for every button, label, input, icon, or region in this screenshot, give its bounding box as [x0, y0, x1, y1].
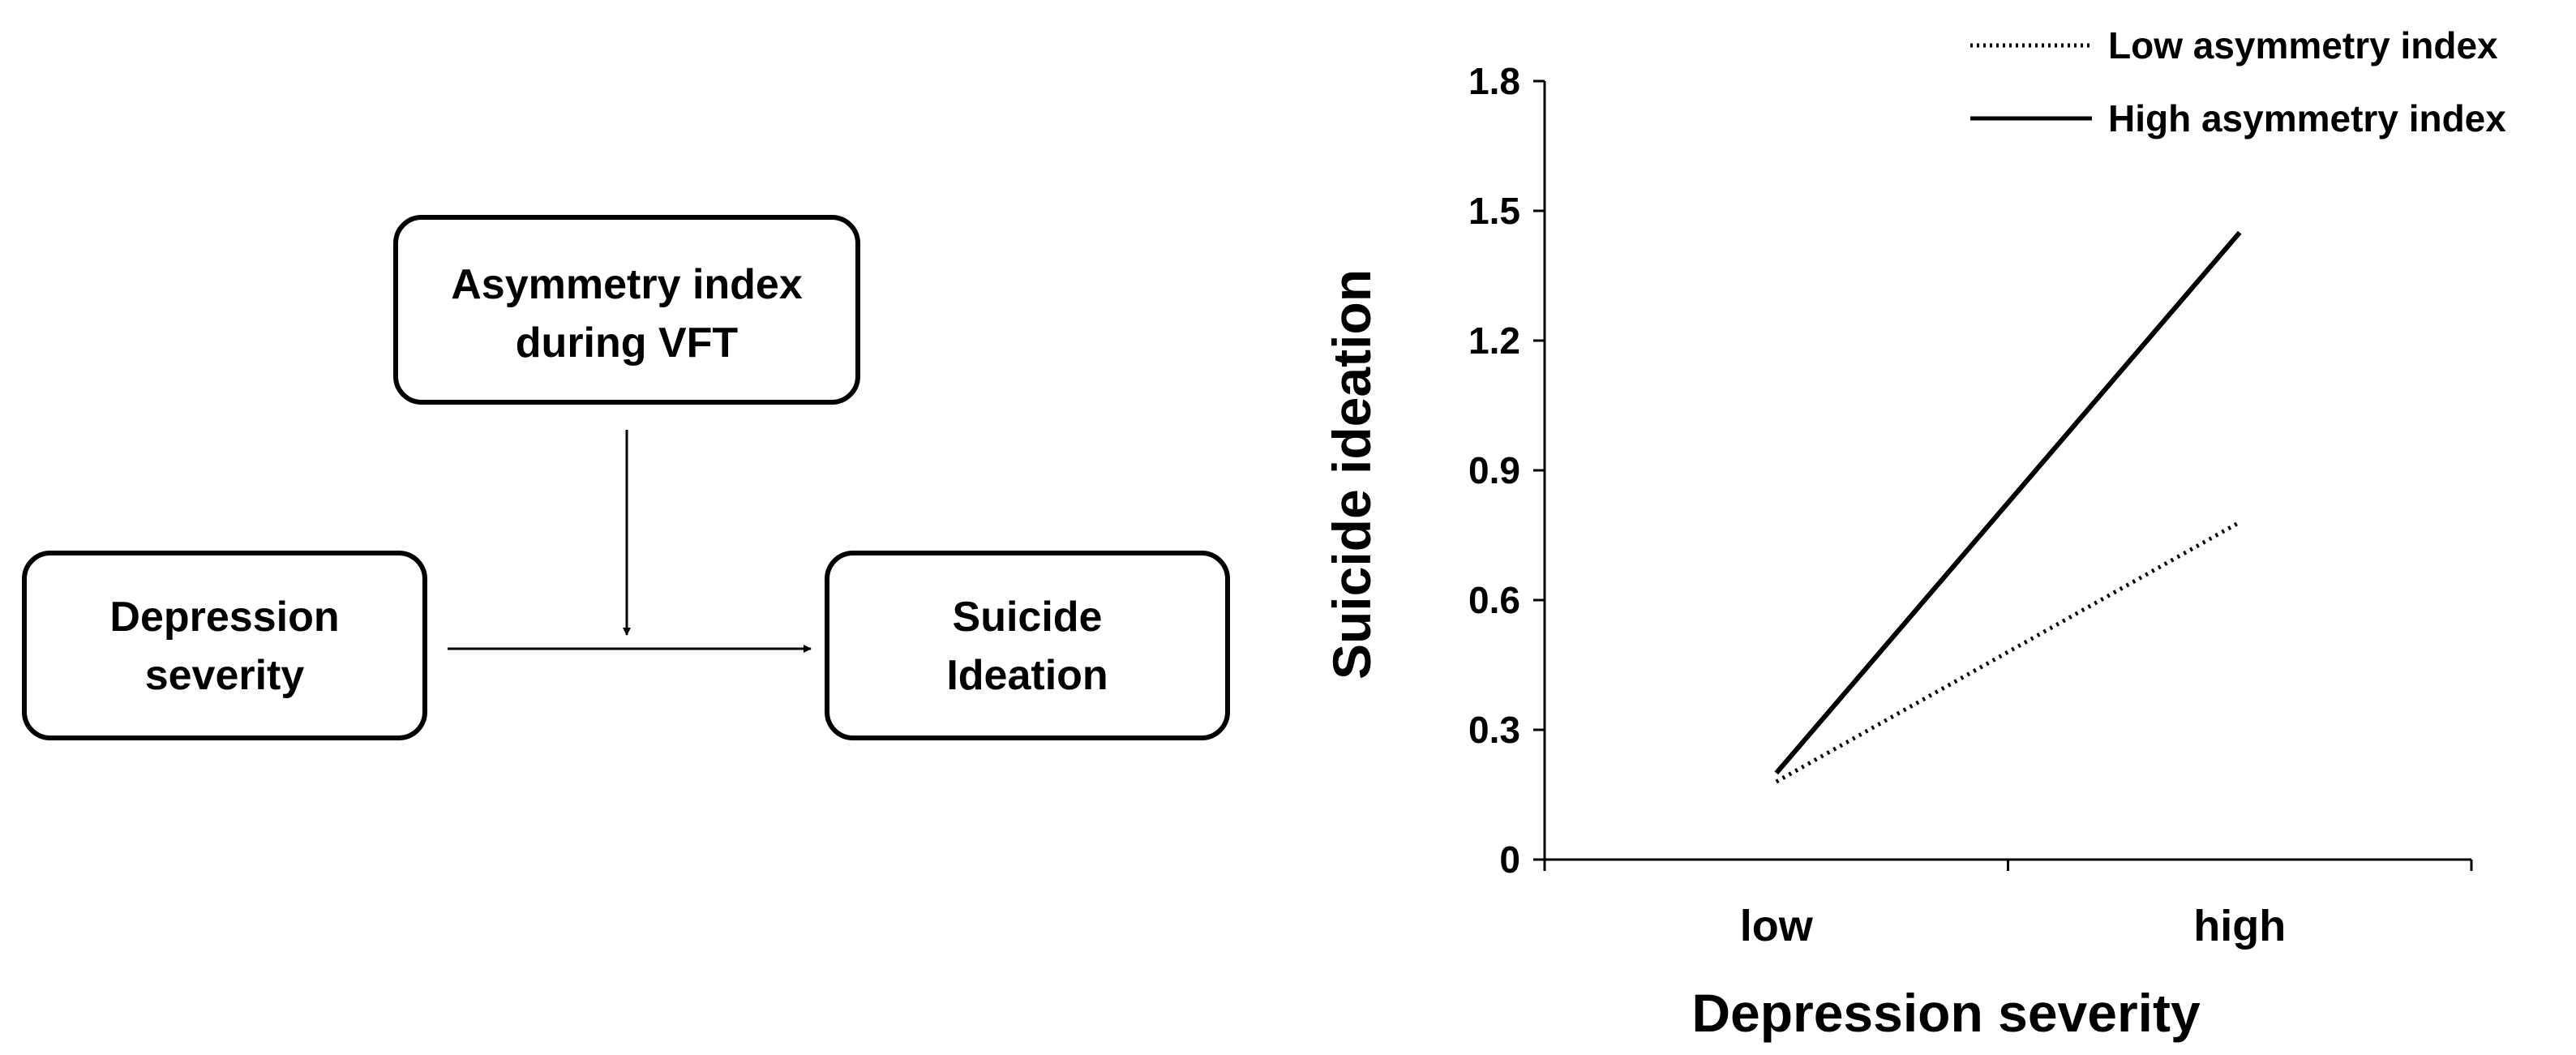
x-tick-label-low: low — [1740, 902, 1814, 950]
predictor-box: Depression severity — [22, 551, 427, 740]
y-tick-label-6: 1.8 — [1468, 60, 1520, 102]
predictor-box-line-1: Depression — [109, 594, 339, 641]
y-tick-label-0: 0 — [1499, 838, 1520, 881]
y-tick-label-3: 0.9 — [1468, 449, 1520, 491]
x-tick-label-high: high — [2193, 902, 2286, 950]
legend: Low asymmetry index High asymmetry index — [1970, 24, 2506, 139]
y-tick-label-1: 0.3 — [1468, 709, 1520, 751]
series-line-low-asymmetry-index — [1775, 520, 2241, 784]
moderation-diagram: Asymmetry index during VFT Depression se… — [22, 215, 1230, 740]
moderator-box-line-1: Asymmetry index — [451, 261, 803, 308]
y-tick-label-4: 1.2 — [1468, 320, 1520, 362]
series-line-high-asymmetry-index — [1774, 230, 2242, 775]
series-layer — [1774, 230, 2242, 784]
legend-label-low-asymmetry: Low asymmetry index — [2108, 24, 2498, 66]
y-tick-label-2: 0.6 — [1468, 579, 1520, 621]
moderator-box-line-2: during VFT — [516, 320, 739, 367]
outcome-box-line-2: Ideation — [946, 652, 1108, 699]
interaction-chart: 0 0.3 0.6 0.9 1.2 1.5 1.8 low high Suicide idea… — [1322, 24, 2506, 1043]
legend-label-high-asymmetry: High asymmetry index — [2108, 97, 2506, 139]
x-axis-ticks: low high — [1543, 860, 2473, 950]
x-axis-title: Depression severity — [1691, 983, 2201, 1043]
outcome-box-line-1: Suicide — [953, 594, 1103, 641]
moderator-box: Asymmetry index during VFT — [393, 215, 860, 405]
predictor-box-line-2: severity — [145, 652, 305, 699]
y-tick-label-5: 1.5 — [1468, 190, 1520, 232]
outcome-box: Suicide Ideation — [825, 551, 1230, 740]
y-axis-title: Suicide ideation — [1322, 269, 1382, 680]
y-axis-ticks: 0 0.3 0.6 0.9 1.2 1.5 1.8 — [1468, 60, 1545, 881]
